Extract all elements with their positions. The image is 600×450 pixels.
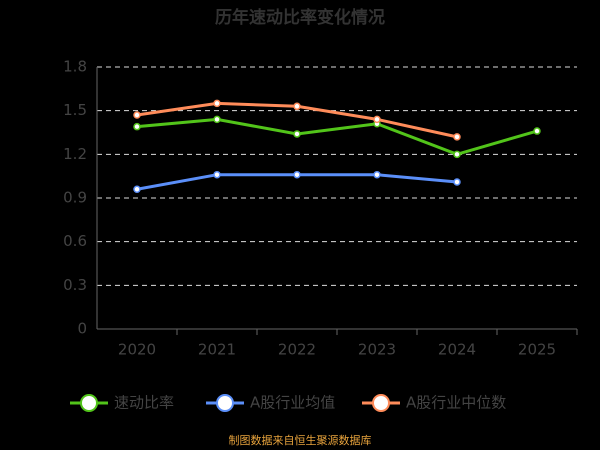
data-point — [213, 170, 221, 179]
legend-label: A股行业中位数 — [406, 394, 506, 412]
legend-label: 速动比率 — [114, 394, 174, 412]
y-tick-label: 0.6 — [63, 232, 87, 250]
data-point — [453, 133, 461, 141]
data-point — [293, 130, 301, 138]
data-point — [453, 178, 461, 186]
x-tick-label: 2023 — [358, 341, 396, 359]
y-tick-label: 0.9 — [63, 189, 87, 207]
data-point — [453, 150, 461, 159]
source-note: 制图数据来自恒生聚源数据库 — [229, 433, 372, 447]
chart-title: 历年速动比率变化情况 — [215, 7, 385, 28]
x-tick-label: 2025 — [518, 341, 556, 359]
x-tick-label: 2024 — [438, 341, 476, 359]
data-point — [373, 115, 381, 124]
x-tick-label: 2022 — [278, 341, 316, 359]
data-point — [213, 115, 221, 124]
legend-label: A股行业均值 — [250, 394, 335, 412]
x-tick-label: 2021 — [198, 341, 236, 359]
y-tick-label: 0 — [77, 320, 87, 338]
data-point — [133, 111, 141, 119]
legend-marker — [372, 394, 390, 412]
data-point — [133, 185, 141, 194]
data-point — [373, 170, 381, 179]
y-tick-label: 1.8 — [63, 58, 87, 76]
legend-marker — [216, 394, 234, 412]
data-point — [133, 122, 141, 131]
data-point — [533, 127, 541, 135]
legend-marker — [80, 394, 98, 412]
series-line — [136, 117, 538, 156]
x-tick-label: 2020 — [118, 341, 156, 359]
y-tick-label: 0.3 — [63, 276, 87, 294]
y-tick-label: 1.2 — [63, 145, 87, 163]
data-point — [293, 102, 301, 111]
data-point — [293, 170, 301, 179]
data-point — [213, 99, 221, 108]
y-tick-label: 1.5 — [63, 101, 87, 119]
